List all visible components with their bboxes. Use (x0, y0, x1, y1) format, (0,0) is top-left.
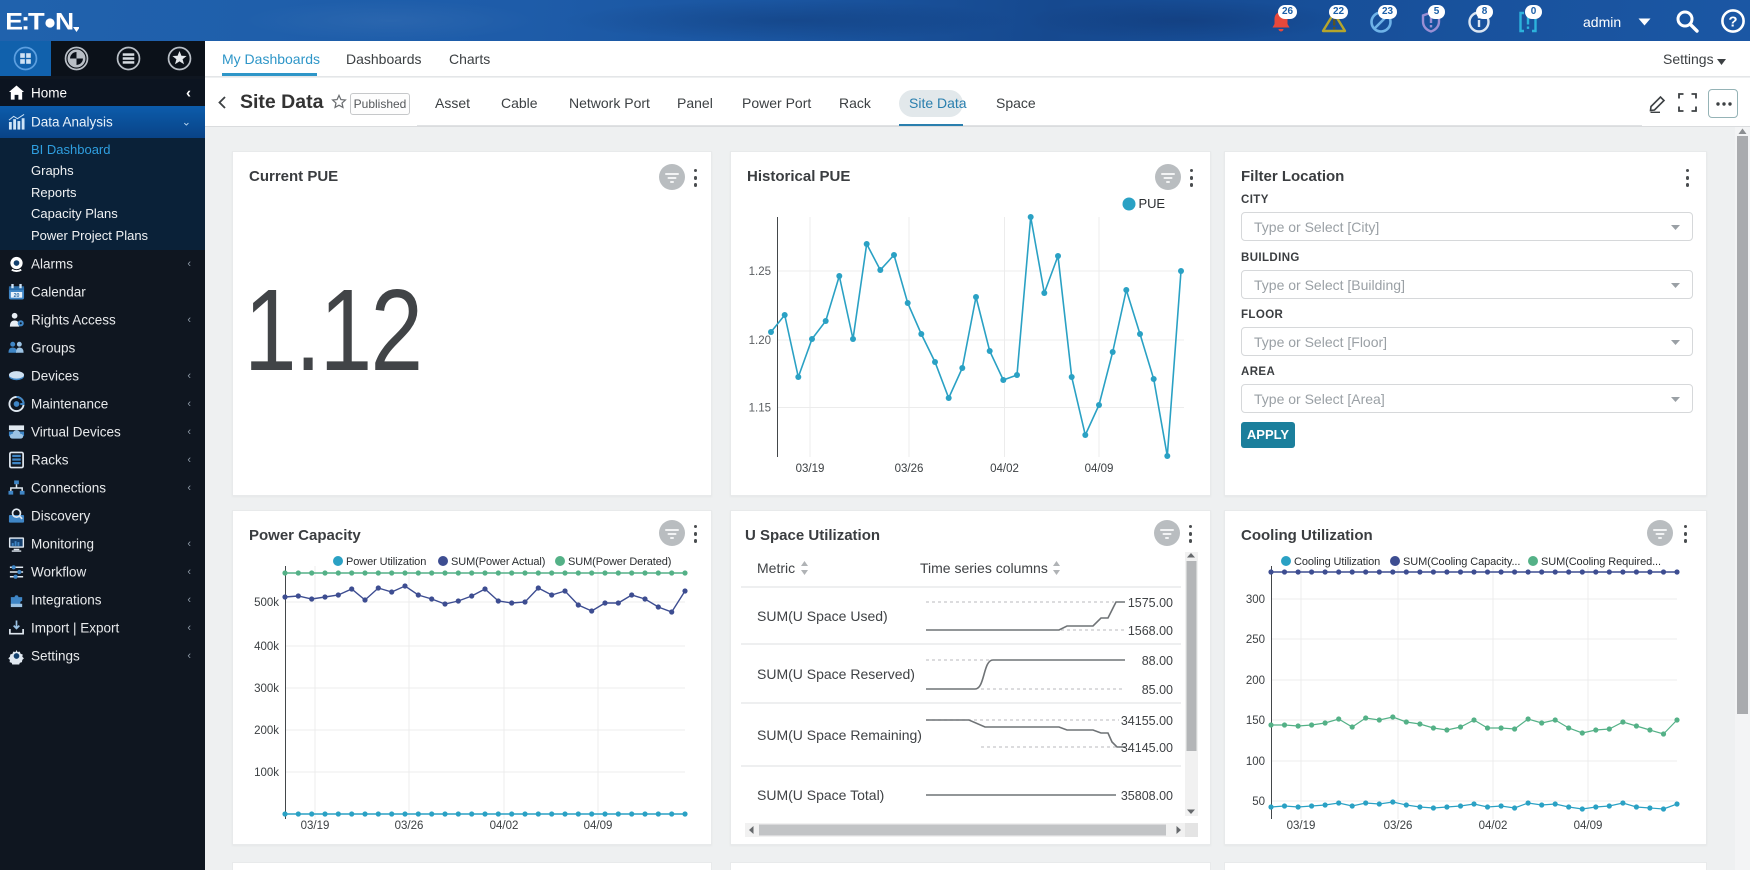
svg-text:SUM(Cooling Capacity...: SUM(Cooling Capacity... (1403, 556, 1520, 568)
svg-text:03/26: 03/26 (395, 820, 424, 832)
svg-text:SUM(U Space Remaining): SUM(U Space Remaining) (757, 727, 922, 743)
svg-text:200k: 200k (254, 725, 279, 737)
svg-text:500k: 500k (254, 597, 279, 609)
svg-text:Cooling Utilization: Cooling Utilization (1294, 556, 1380, 568)
svg-text:SUM(Cooling Required...: SUM(Cooling Required... (1541, 556, 1661, 568)
svg-text:?: ? (1728, 14, 1737, 31)
svg-text:34145.00: 34145.00 (1121, 741, 1173, 755)
svg-text:85.00: 85.00 (1142, 683, 1173, 697)
svg-text:03/19: 03/19 (1287, 820, 1316, 832)
svg-text:SUM(U Space Used): SUM(U Space Used) (757, 608, 888, 624)
svg-text:100: 100 (1246, 756, 1265, 768)
svg-text:04/09: 04/09 (1574, 820, 1603, 832)
svg-text:1.25: 1.25 (749, 266, 771, 278)
svg-text:50: 50 (1252, 796, 1265, 808)
svg-text:150: 150 (1246, 715, 1265, 727)
svg-text:34155.00: 34155.00 (1121, 714, 1173, 728)
svg-text:1.15: 1.15 (749, 403, 771, 415)
svg-text:03/19: 03/19 (796, 463, 825, 475)
svg-text:35808.00: 35808.00 (1121, 789, 1173, 803)
svg-text:SUM(Power Derated): SUM(Power Derated) (568, 556, 671, 568)
svg-text:250: 250 (1246, 634, 1265, 646)
svg-text:20: 20 (14, 293, 20, 299)
svg-text:04/02: 04/02 (1479, 820, 1508, 832)
svg-text:88.00: 88.00 (1142, 654, 1173, 668)
svg-text:E:T: E:T (7, 9, 45, 33)
svg-text:300k: 300k (254, 683, 279, 695)
svg-text:Metric: Metric (757, 560, 795, 576)
svg-text:03/26: 03/26 (895, 463, 924, 475)
svg-text:SUM(U Space Reserved): SUM(U Space Reserved) (757, 666, 915, 682)
svg-text:SUM(Power Actual): SUM(Power Actual) (451, 556, 545, 568)
svg-text:PUE: PUE (1139, 196, 1166, 211)
svg-text:300: 300 (1246, 594, 1265, 606)
svg-text:1575.00: 1575.00 (1128, 596, 1173, 610)
svg-text:100k: 100k (254, 767, 279, 779)
svg-text:N: N (55, 9, 74, 33)
svg-text:04/02: 04/02 (490, 820, 519, 832)
svg-text:200: 200 (1246, 675, 1265, 687)
svg-text:03/26: 03/26 (1384, 820, 1413, 832)
svg-text:04/02: 04/02 (990, 463, 1019, 475)
svg-text:SUM(U Space Total): SUM(U Space Total) (757, 787, 884, 803)
svg-text:1568.00: 1568.00 (1128, 624, 1173, 638)
svg-text:Power Utilization: Power Utilization (346, 556, 426, 568)
svg-text:04/09: 04/09 (584, 820, 613, 832)
svg-text:Time series columns: Time series columns (920, 560, 1048, 576)
svg-text:03/19: 03/19 (301, 820, 330, 832)
svg-text:1.20: 1.20 (749, 335, 771, 347)
svg-text:400k: 400k (254, 641, 279, 653)
svg-text:04/09: 04/09 (1085, 463, 1114, 475)
